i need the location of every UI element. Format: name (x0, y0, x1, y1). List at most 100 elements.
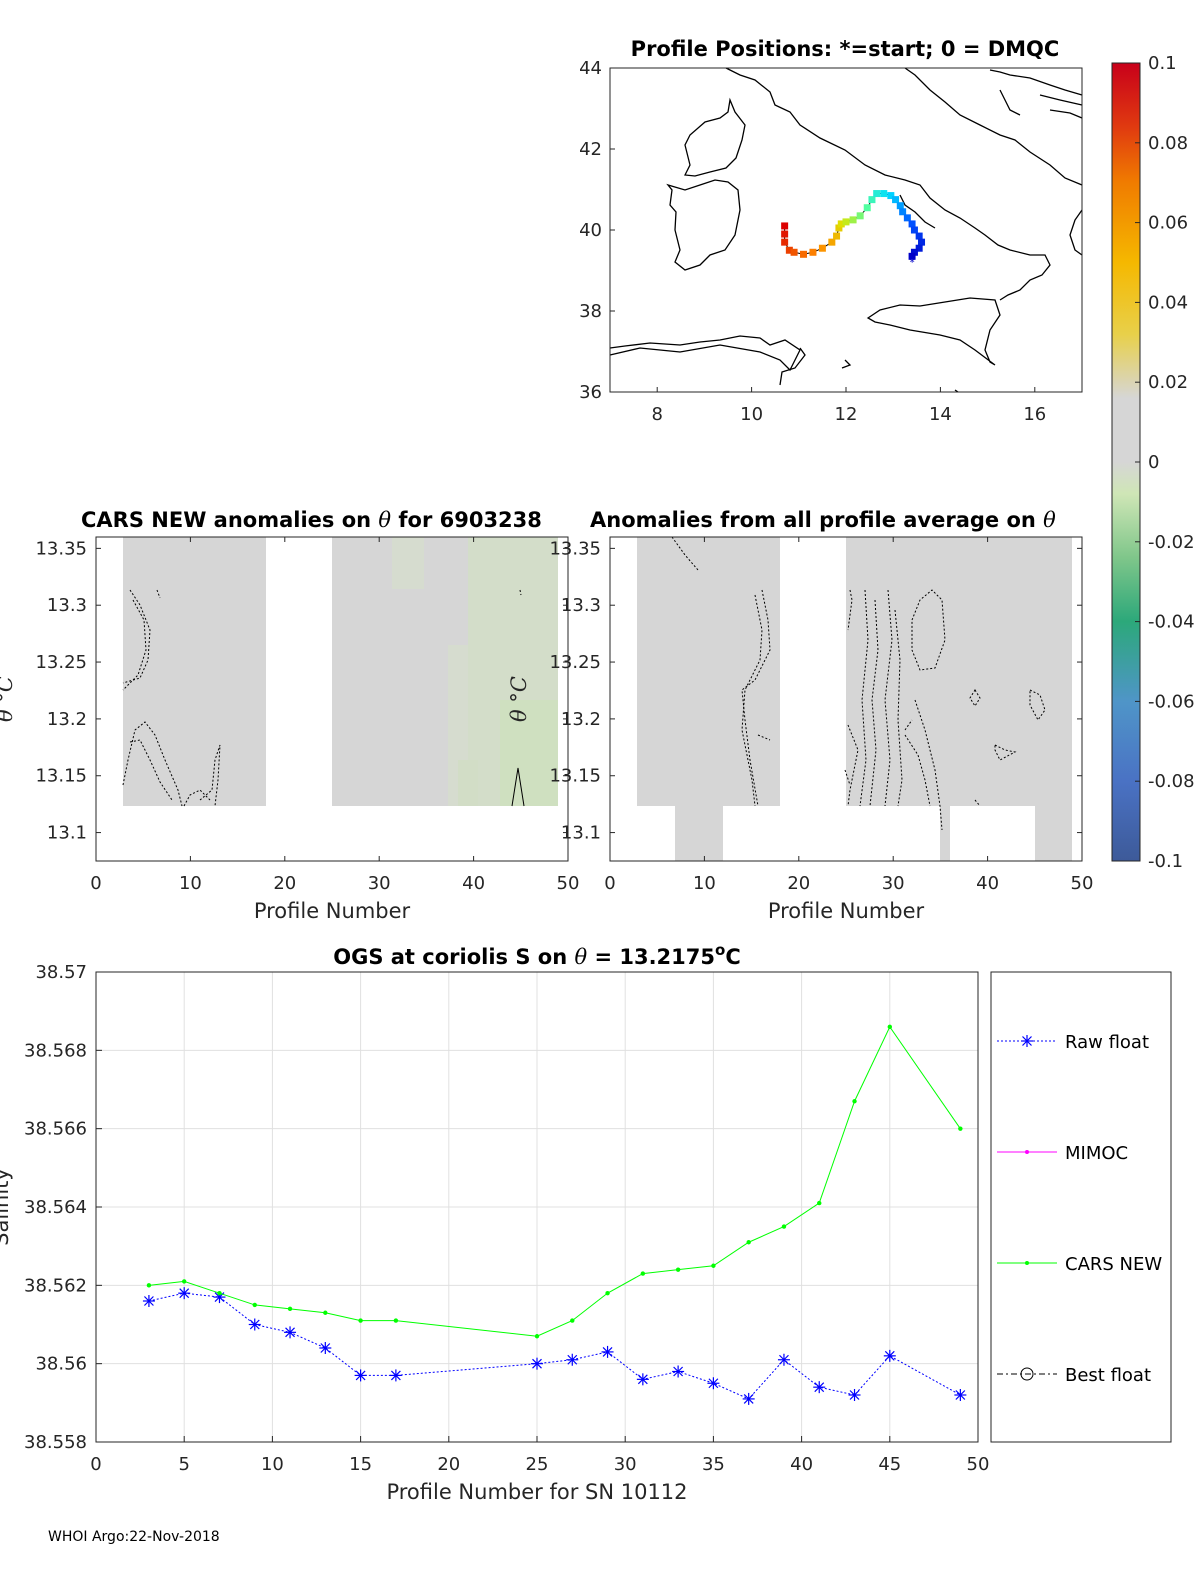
salinity-x-tick-label: 5 (178, 1454, 189, 1475)
anomaly-cars-y-tick-label: 13.35 (35, 538, 87, 559)
anomaly-cars-y-tick-label: 13.3 (47, 595, 87, 616)
series-raw-float-point (389, 1369, 402, 1382)
colorbar-labels: 0.1 0.08 0.06 0.04 0.02 0 -0.02 -0.04 -0.06 -0.08… (1135, 53, 1195, 872)
series-raw-float-point (636, 1373, 649, 1386)
series-raw-float-point (672, 1365, 685, 1378)
anomaly-cars-y-tick-label: 13.25 (35, 652, 87, 673)
anomaly-avg-y-tick-label: 13.1 (561, 823, 601, 844)
map-title: Profile Positions: *=start; 0 = DMQC (631, 37, 1060, 61)
map-track-point (856, 212, 864, 220)
map-track: * (781, 190, 926, 268)
salinity-ticks: 0 5 10 15 20 25 30 35 40 45 50 38.558 38.56 38.562 38.… (24, 962, 989, 1475)
map-track-point (785, 246, 793, 254)
series-raw-float-point (566, 1353, 579, 1366)
anomaly-avg-y-tick-label: 13.35 (549, 538, 601, 559)
map-track-point (781, 238, 789, 246)
map-track-point (918, 238, 926, 246)
colorbar: 0.1 0.08 0.06 0.04 0.02 0 -0.02 -0.04 -0.06 -0.08… (1111, 53, 1195, 872)
salinity-y-tick-label: 38.568 (24, 1040, 87, 1061)
map-track-point (835, 224, 843, 232)
anomaly-avg-xlabel: Profile Number (768, 899, 925, 923)
series-cars-new-point (958, 1126, 963, 1131)
series-cars-new-point (287, 1306, 293, 1312)
series-raw-float-point (777, 1353, 790, 1366)
legend-raw-float-label: Raw float (1065, 1032, 1149, 1053)
map-track-point (833, 232, 841, 240)
series-raw-float-point (354, 1369, 367, 1382)
series-cars-new-point (817, 1200, 822, 1206)
anomaly-cars-x-tick-label: 30 (368, 873, 391, 894)
map-track-point (837, 220, 845, 228)
anomaly-cars-x-tick-label: 50 (557, 873, 580, 894)
salinity-y-tick-label: 38.558 (24, 1432, 87, 1453)
series-cars-new-point (217, 1290, 222, 1296)
anomaly-cars-field (123, 537, 558, 806)
anomaly-avg-ylabel: θ °C (507, 676, 531, 722)
anomaly-panel-cars: CARS NEW anomalies on θ for 6903238 0 10 2… (0, 508, 579, 923)
map-track-point (903, 214, 911, 222)
salinity-x-tick-label: 15 (349, 1454, 372, 1475)
salinity-x-tick-label: 25 (526, 1454, 549, 1475)
legend-cars-new: CARS NEW (997, 1254, 1162, 1275)
colorbar-tick-label: 0.1 (1148, 53, 1177, 74)
legend-mimoc: MIMOC (997, 1143, 1128, 1164)
series-cars-new-point (252, 1302, 257, 1308)
series-raw-float-point (954, 1389, 967, 1401)
salinity-ylabel: Salinity (0, 1168, 13, 1246)
series-raw-float-point (248, 1318, 261, 1331)
salinity-y-tick-label: 38.566 (24, 1119, 87, 1140)
legend-raw-float: Raw float (997, 1032, 1149, 1053)
legend-mimoc-label: MIMOC (1065, 1143, 1128, 1164)
anomaly-cars-solid-contour (511, 767, 525, 807)
series-cars-new-point (570, 1318, 575, 1323)
colorbar-tick-label: -0.1 (1148, 851, 1183, 872)
anomaly-avg-x-tick-label: 50 (1071, 873, 1094, 894)
map-track-point (849, 216, 857, 224)
anomaly-avg-field (637, 537, 1072, 861)
colorbar-tick-label: -0.08 (1148, 771, 1195, 792)
map-x-tick-label: 16 (1023, 404, 1046, 425)
salinity-y-tick-label: 38.562 (24, 1275, 87, 1296)
salinity-x-tick-label: 20 (437, 1454, 460, 1475)
legend-best-float-label: Best float (1065, 1365, 1151, 1386)
salinity-series (142, 1024, 967, 1405)
map-track-point (896, 202, 904, 210)
anomaly-cars-axes (95, 536, 569, 862)
anomaly-cars-y-tick-label: 13.1 (47, 823, 87, 844)
anomaly-panel-average: Anomalies from all profile average on θ (507, 508, 1093, 923)
map-track-point (828, 238, 836, 246)
map-y-tick-label: 44 (579, 58, 602, 79)
series-raw-float-point (601, 1345, 614, 1358)
salinity-xlabel: Profile Number for SN 10112 (386, 1480, 687, 1504)
map-axes (609, 67, 1083, 393)
legend-best-float-marker (1020, 1367, 1034, 1381)
colorbar-tick-label: -0.06 (1148, 691, 1195, 712)
map-track-point (915, 232, 923, 240)
map-y-tick-label: 42 (579, 139, 602, 160)
salinity-x-tick-label: 40 (790, 1454, 813, 1475)
map-track-point (800, 250, 808, 258)
colorbar-tick-label: 0.06 (1148, 213, 1188, 234)
anomaly-avg-x-tick-label: 40 (976, 873, 999, 894)
colorbar-tick-label: 0 (1148, 452, 1159, 473)
salinity-x-tick-label: 30 (614, 1454, 637, 1475)
series-cars-new-point (182, 1279, 187, 1284)
series-raw-float-point (284, 1326, 297, 1339)
anomaly-cars-xlabel: Profile Number (254, 899, 411, 923)
map-x-tick-label: 10 (740, 404, 763, 425)
salinity-title: OGS at coriolis S on θ = 13.2175oC (333, 941, 741, 969)
map-track-point (910, 226, 918, 234)
legend-mimoc-marker (1025, 1150, 1029, 1154)
map-track-point (842, 218, 850, 226)
series-cars-new-point (852, 1099, 857, 1104)
salinity-x-tick-label: 50 (967, 1454, 990, 1475)
anomaly-avg-y-tick-label: 13.25 (549, 652, 601, 673)
map-track-point (887, 192, 895, 200)
map-track-point (910, 248, 918, 256)
anomaly-avg-x-tick-label: 10 (693, 873, 716, 894)
series-cars-new-point (746, 1240, 751, 1245)
series-raw-float-point (707, 1377, 720, 1390)
map-track-point (781, 230, 789, 238)
anomaly-avg-y-tick-label: 13.3 (561, 595, 601, 616)
